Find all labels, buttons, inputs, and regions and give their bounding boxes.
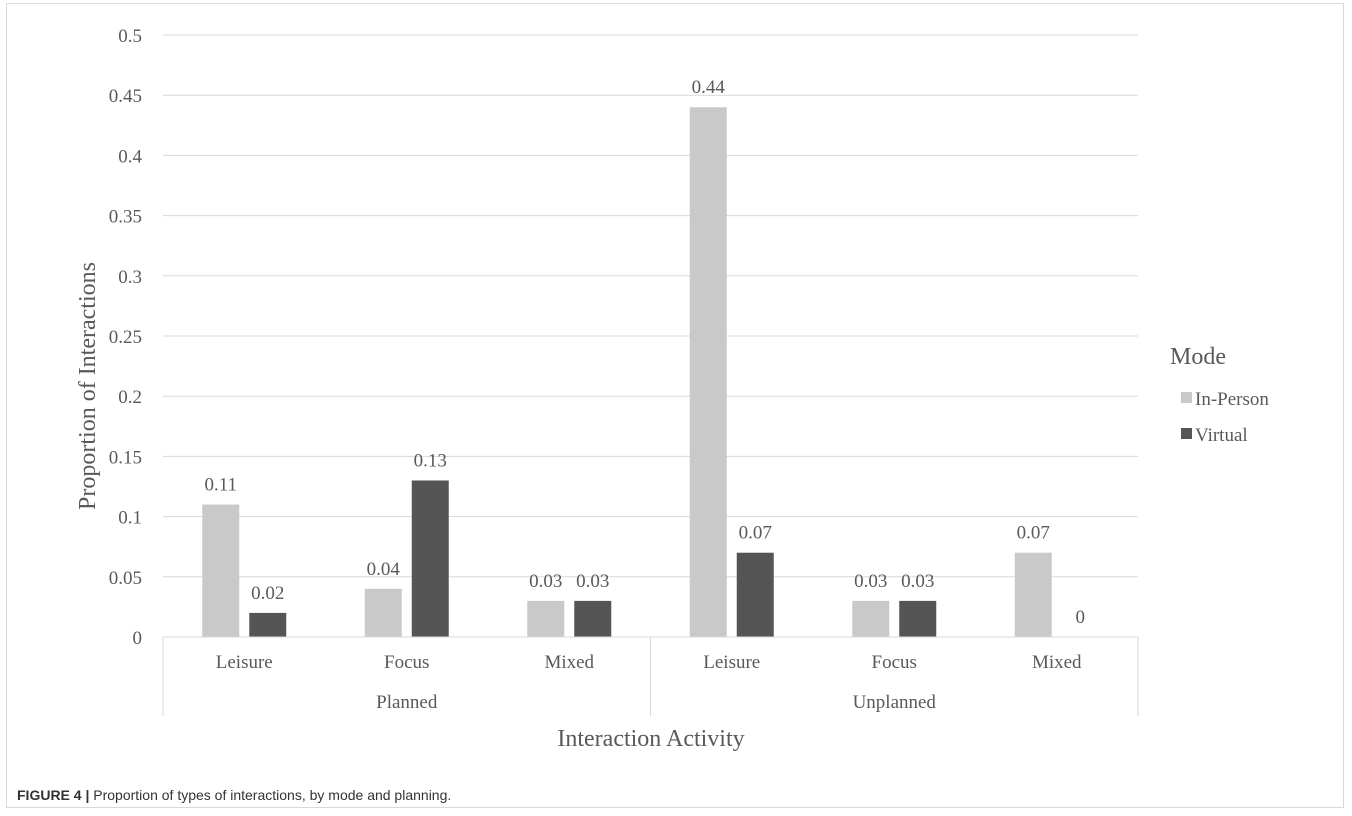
bar-virtual xyxy=(736,552,774,637)
data-label: 0.44 xyxy=(692,77,726,98)
legend: Mode In-Person Virtual xyxy=(1170,344,1269,446)
y-tick-label: 0.4 xyxy=(118,146,142,167)
x-tick-label: Leisure xyxy=(216,652,273,673)
x-tick-label: Focus xyxy=(872,652,917,673)
figure-caption: FIGURE 4 | Proportion of types of intera… xyxy=(17,787,451,803)
group-label: Planned xyxy=(376,692,438,713)
y-tick-label: 0.35 xyxy=(109,207,142,228)
y-axis-ticks: 0 0.05 0.1 0.15 0.2 0.25 0.3 0.35 0.4 0.45 0.5 xyxy=(109,26,143,649)
y-tick-label: 0.25 xyxy=(109,327,142,348)
data-label: 0.03 xyxy=(576,571,609,592)
y-tick-label: 0.2 xyxy=(118,387,142,408)
data-label: 0.03 xyxy=(901,571,934,592)
y-tick-label: 0.5 xyxy=(118,26,142,47)
data-label: 0.07 xyxy=(739,523,772,544)
y-tick-label: 0.05 xyxy=(109,568,142,589)
y-tick-label: 0.1 xyxy=(118,508,142,529)
x-tick-label: Focus xyxy=(384,652,429,673)
data-label: 0.03 xyxy=(529,571,562,592)
legend-swatch xyxy=(1181,428,1192,439)
bar-in-person xyxy=(202,504,240,637)
bar-in-person xyxy=(1014,552,1052,637)
bar-virtual xyxy=(249,612,287,637)
caption-lead: FIGURE 4 | xyxy=(17,787,90,803)
data-label: 0.13 xyxy=(414,450,447,471)
y-tick-label: 0.45 xyxy=(109,86,142,107)
x-tick-label: Mixed xyxy=(1032,652,1082,673)
legend-title: Mode xyxy=(1170,344,1226,370)
bar-in-person xyxy=(852,600,890,637)
data-label: 0.04 xyxy=(367,559,401,580)
bar-virtual xyxy=(411,480,449,637)
group-label: Unplanned xyxy=(853,692,937,713)
data-label: 0.11 xyxy=(204,475,237,496)
y-tick-label: 0.3 xyxy=(118,267,142,288)
x-tick-label: Mixed xyxy=(544,652,594,673)
data-label: 0.03 xyxy=(854,571,887,592)
y-axis-title: Proportion of Interactions xyxy=(75,262,101,510)
data-label: 0.07 xyxy=(1017,523,1050,544)
caption-text: Proportion of types of interactions, by … xyxy=(89,787,452,803)
bar-virtual xyxy=(899,600,937,637)
gridlines xyxy=(163,34,1138,578)
data-label: 0.02 xyxy=(251,583,284,604)
y-tick-label: 0 xyxy=(133,628,143,649)
x-axis: Leisure Focus Mixed Leisure Focus Mixed Planne… xyxy=(162,636,1139,716)
bar-in-person xyxy=(364,588,402,637)
data-label: 0 xyxy=(1076,607,1086,628)
x-axis-title: Interaction Activity xyxy=(557,726,744,752)
x-tick-label: Leisure xyxy=(703,652,760,673)
y-tick-label: 0.15 xyxy=(109,447,142,468)
bar-in-person xyxy=(527,600,565,637)
bar-in-person xyxy=(689,107,727,638)
bars xyxy=(202,107,1052,638)
legend-entry: In-Person xyxy=(1195,389,1269,410)
legend-swatch xyxy=(1181,392,1192,403)
legend-entry: Virtual xyxy=(1195,425,1248,446)
figure-frame xyxy=(6,3,1344,808)
data-labels: 0.11 0.02 0.04 0.13 0.03 0.03 0.44 0.07 0.03 0.03… xyxy=(204,77,1085,628)
bar-virtual xyxy=(574,600,612,637)
